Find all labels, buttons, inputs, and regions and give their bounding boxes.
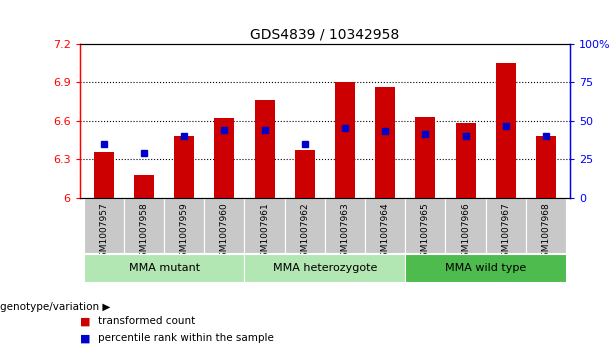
Text: MMA mutant: MMA mutant (129, 263, 200, 273)
Bar (496, 63, 516, 198)
Bar (375, 87, 395, 198)
Bar (174, 136, 194, 198)
Bar (446, 198, 485, 253)
Bar (254, 100, 275, 198)
Bar (204, 198, 245, 253)
Text: GSM1007960: GSM1007960 (220, 202, 229, 263)
Bar (295, 150, 315, 198)
Text: GSM1007967: GSM1007967 (501, 202, 510, 263)
Text: ■: ■ (80, 316, 90, 326)
Bar (455, 123, 476, 198)
Text: GSM1007957: GSM1007957 (99, 202, 109, 263)
Bar (134, 175, 154, 198)
Text: transformed count: transformed count (98, 316, 196, 326)
Text: GSM1007965: GSM1007965 (421, 202, 430, 263)
Text: ■: ■ (80, 333, 90, 343)
Bar (365, 198, 405, 253)
Bar (284, 198, 325, 253)
Text: genotype/variation ▶: genotype/variation ▶ (0, 302, 110, 312)
Bar (416, 117, 435, 198)
Bar (325, 198, 365, 253)
Bar (405, 198, 446, 253)
Text: MMA wild type: MMA wild type (445, 263, 527, 273)
Bar (215, 118, 234, 198)
Text: GSM1007958: GSM1007958 (140, 202, 148, 263)
Bar (245, 254, 405, 282)
Text: GSM1007963: GSM1007963 (340, 202, 349, 263)
Bar (124, 198, 164, 253)
Bar (164, 198, 204, 253)
Bar (94, 151, 114, 198)
Text: percentile rank within the sample: percentile rank within the sample (98, 333, 274, 343)
Title: GDS4839 / 10342958: GDS4839 / 10342958 (250, 27, 400, 41)
Bar (405, 254, 566, 282)
Bar (335, 82, 355, 198)
Text: GSM1007959: GSM1007959 (180, 202, 189, 263)
Text: GSM1007964: GSM1007964 (381, 202, 390, 263)
Bar (536, 136, 556, 198)
Bar (84, 198, 124, 253)
Bar (485, 198, 526, 253)
Text: GSM1007968: GSM1007968 (541, 202, 550, 263)
Bar (245, 198, 284, 253)
Text: MMA heterozygote: MMA heterozygote (273, 263, 377, 273)
Bar (84, 254, 245, 282)
Text: GSM1007961: GSM1007961 (260, 202, 269, 263)
Text: GSM1007966: GSM1007966 (461, 202, 470, 263)
Bar (526, 198, 566, 253)
Text: GSM1007962: GSM1007962 (300, 202, 310, 263)
